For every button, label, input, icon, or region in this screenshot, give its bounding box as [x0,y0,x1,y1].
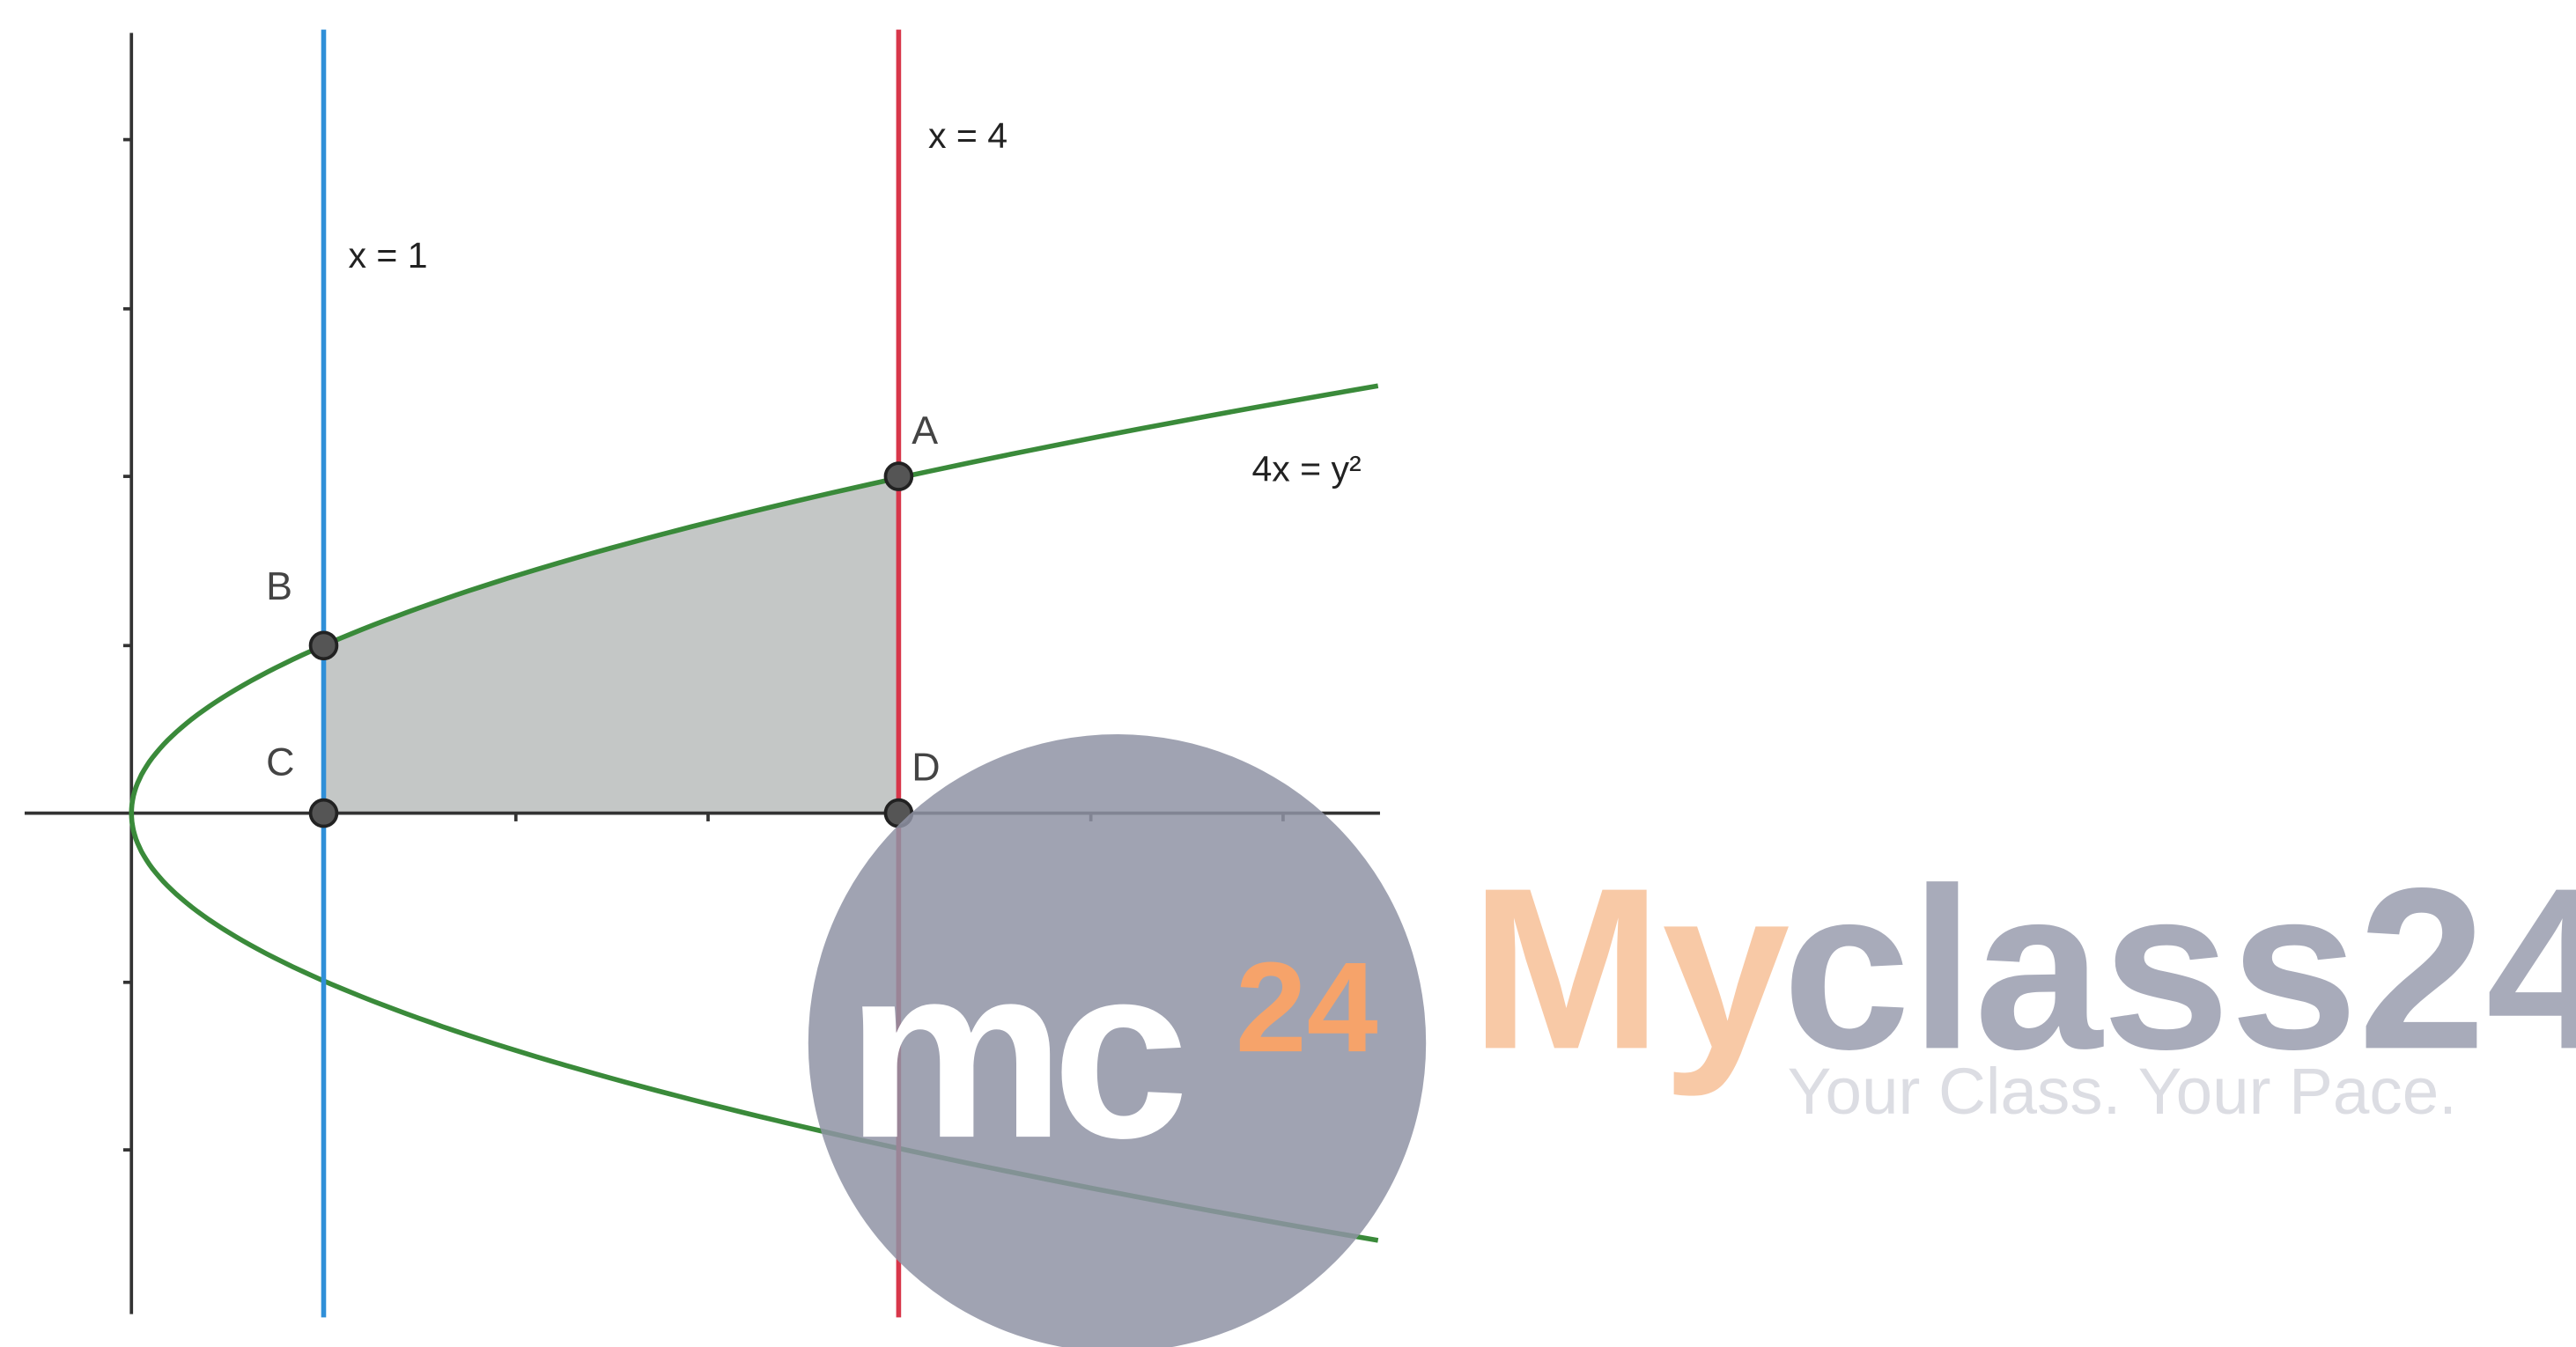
point-label: A [912,409,938,453]
line-label: x = 1 [348,235,427,276]
parabola [129,383,1379,1243]
watermark-circle [808,734,1427,1347]
watermark-tagline: Your Class. Your Pace. [1788,1054,2457,1128]
watermark-logo: mc [846,915,1184,1189]
watermark-logo-sup: 24 [1236,935,1378,1078]
point-label: D [912,745,940,789]
line-label: x = 4 [928,115,1008,156]
shaded-region [322,477,899,813]
point-label: C [266,740,294,784]
watermark-brand: My [1471,841,1791,1098]
curve-label: 4x = y² [1251,449,1361,489]
watermark-brand: class24 [1783,841,2576,1097]
point-label: B [266,564,292,608]
